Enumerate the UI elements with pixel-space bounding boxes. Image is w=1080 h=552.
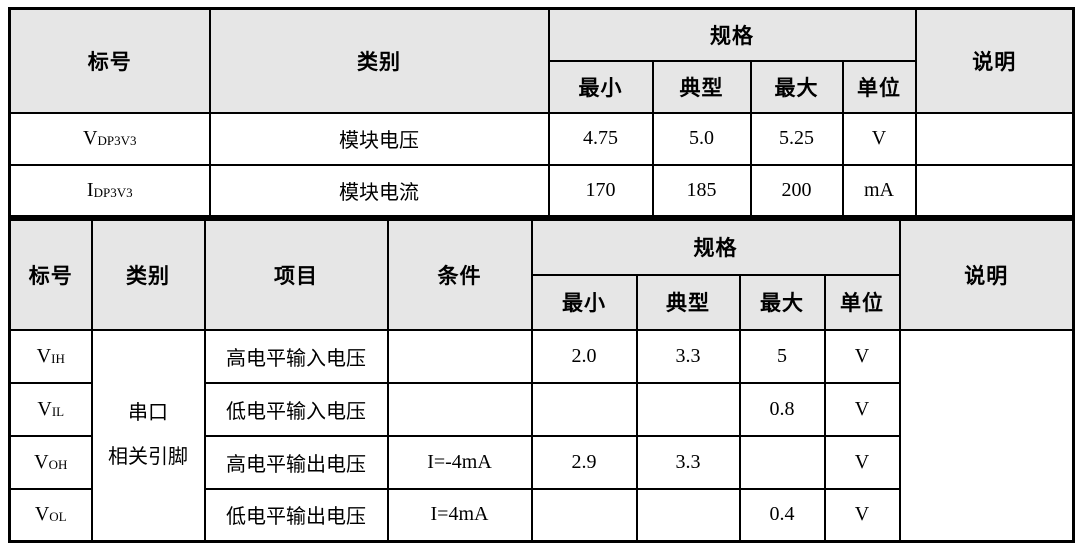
unit-cell: V xyxy=(823,487,901,543)
t2-header-max: 最大 xyxy=(738,273,826,331)
symbol-base: V xyxy=(83,127,98,149)
table-row-vdp3v3: VDP3V3 模块电压 4.75 5.0 5.25 V xyxy=(8,111,1075,166)
symbol-cell: VDP3V3 xyxy=(8,111,211,166)
min-cell: 170 xyxy=(547,163,654,218)
note-cell xyxy=(914,163,1075,218)
symbol-cell: IDP3V3 xyxy=(8,163,211,218)
condition-cell: I=-4mA xyxy=(386,434,533,490)
t1-header-unit: 单位 xyxy=(841,59,917,114)
t2-header-spec-group: 规格 xyxy=(530,218,901,276)
item-cell: 低电平输入电压 xyxy=(203,381,389,437)
t1-header-symbol: 标号 xyxy=(8,7,211,114)
t1-header-category: 类别 xyxy=(208,7,550,114)
unit-cell: V xyxy=(823,434,901,490)
io-level-spec-table: 标号 类别 项目 条件 规格 说明 最小 典型 最大 单位 VIH 串口 相关引… xyxy=(8,218,1075,543)
max-cell: 0.4 xyxy=(738,487,826,543)
t2-header-symbol: 标号 xyxy=(8,218,93,331)
symbol-subscript: IH xyxy=(51,350,65,366)
typ-cell: 3.3 xyxy=(635,328,741,384)
min-cell xyxy=(530,381,638,437)
condition-cell xyxy=(386,381,533,437)
symbol-cell: VOH xyxy=(8,434,93,490)
t1-header-typ: 典型 xyxy=(651,59,752,114)
t2-header-unit: 单位 xyxy=(823,273,901,331)
typ-cell: 5.0 xyxy=(651,111,752,166)
t1-header-row-1: 标号 类别 规格 说明 xyxy=(8,7,1075,114)
symbol-base: V xyxy=(34,450,49,473)
symbol-base: V xyxy=(34,503,50,526)
symbol-cell: VIH xyxy=(8,328,93,384)
max-cell: 200 xyxy=(749,163,844,218)
unit-cell: V xyxy=(823,328,901,384)
symbol-base: I xyxy=(86,178,94,201)
item-cell: 高电平输出电压 xyxy=(203,434,389,490)
symbol-base: V xyxy=(36,344,52,367)
symbol-subscript: IL xyxy=(51,403,65,419)
note-group-cell xyxy=(898,328,1075,543)
t1-header-row-2: 最小 典型 最大 单位 xyxy=(10,59,1074,114)
t2-header-typ: 典型 xyxy=(635,273,741,331)
t1-header-min: 最小 xyxy=(547,59,654,114)
category-cell: 模块电压 xyxy=(208,111,550,166)
typ-cell: 185 xyxy=(651,163,752,218)
min-cell: 2.0 xyxy=(530,328,638,384)
table-row-voh: VOH 高电平输出电压 I=-4mA 2.9 3.3 V xyxy=(8,434,1074,490)
unit-cell: mA xyxy=(841,163,917,218)
max-cell: 5.25 xyxy=(749,111,844,166)
t1-header-note: 说明 xyxy=(914,7,1075,114)
max-cell xyxy=(738,434,826,490)
min-cell: 2.9 xyxy=(530,434,638,490)
t2-header-note: 说明 xyxy=(898,218,1075,331)
symbol-cell: VIL xyxy=(8,381,93,437)
condition-cell xyxy=(386,328,533,384)
symbol-subscript: DP3V3 xyxy=(97,132,137,148)
typ-cell xyxy=(635,487,741,543)
t1-header-spec-group: 规格 xyxy=(547,7,917,62)
t2-header-row-2: 最小 典型 最大 单位 xyxy=(10,273,1074,331)
table-row-vil: VIL 低电平输入电压 0.8 V xyxy=(8,381,1074,437)
typ-cell: 3.3 xyxy=(635,434,741,490)
symbol-cell: VOL xyxy=(8,487,93,543)
max-cell: 5 xyxy=(738,328,826,384)
symbol-subscript: OH xyxy=(48,456,68,472)
condition-cell: I=4mA xyxy=(386,487,533,543)
min-cell xyxy=(530,487,638,543)
item-cell: 高电平输入电压 xyxy=(203,328,389,384)
note-cell xyxy=(914,111,1075,166)
t2-header-min: 最小 xyxy=(530,273,638,331)
table-row-idp3v3: IDP3V3 模块电流 170 185 200 mA xyxy=(8,163,1075,218)
category-group-cell: 串口 相关引脚 xyxy=(90,328,206,543)
unit-cell: V xyxy=(823,381,901,437)
typ-cell xyxy=(635,381,741,437)
item-cell: 低电平输出电压 xyxy=(203,487,389,543)
table-row-vol: VOL 低电平输出电压 I=4mA 0.4 V xyxy=(8,487,1074,543)
table-row-vih: VIH 串口 相关引脚 高电平输入电压 2.0 3.3 5 V xyxy=(8,328,1075,543)
t2-header-item: 项目 xyxy=(203,218,389,331)
t2-header-category: 类别 xyxy=(90,218,206,331)
max-cell: 0.8 xyxy=(738,381,826,437)
t2-header-row-1: 标号 类别 项目 条件 规格 说明 xyxy=(8,218,1075,331)
symbol-base: V xyxy=(37,397,52,420)
category-line-1: 串口 xyxy=(128,402,168,425)
min-cell: 4.75 xyxy=(547,111,654,166)
t2-header-condition: 条件 xyxy=(386,218,533,331)
symbol-subscript: DP3V3 xyxy=(93,184,133,200)
power-spec-table: 标号 类别 规格 说明 最小 典型 最大 单位 VDP3V3 模块电压 4.75… xyxy=(8,7,1075,218)
unit-cell: V xyxy=(841,111,917,166)
t1-header-max: 最大 xyxy=(749,59,844,114)
category-cell: 模块电流 xyxy=(208,163,550,218)
symbol-subscript: OL xyxy=(49,509,67,525)
category-line-2: 相关引脚 xyxy=(108,446,188,469)
